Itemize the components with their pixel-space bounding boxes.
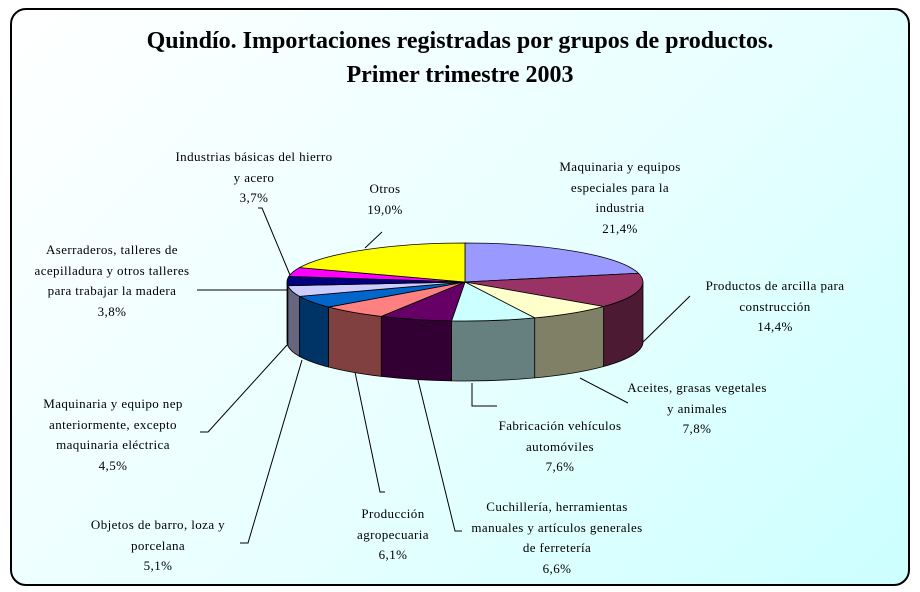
leader-line — [639, 295, 691, 346]
slice-value: 3,8% — [97, 303, 127, 319]
pie-slice — [298, 242, 466, 283]
slice-value: 7,8% — [682, 421, 712, 436]
leader-line — [200, 344, 288, 433]
slice-label: Productos de arcilla para construcción 14… — [688, 276, 863, 338]
pie-slice-side — [286, 281, 289, 346]
slice-label: Aserraderos, talleres de acepilladura y … — [28, 240, 196, 322]
slice-name: Otros — [369, 181, 401, 196]
slice-name: Aceites, grasas vegetales y animales — [627, 380, 767, 416]
slice-label: Maquinaria y equipo nep anteriormente, e… — [21, 394, 206, 476]
slice-name: Maquinaria y equipo nep anteriormente, e… — [43, 396, 183, 452]
leader-line — [354, 371, 385, 493]
slice-label: Producción agropecuaria 6,1% — [333, 504, 453, 566]
leader-lines — [197, 207, 691, 544]
slice-label: Objetos de barro, loza y porcelana 5,1% — [73, 515, 243, 577]
slice-name: Objetos de barro, loza y porcelana — [90, 517, 226, 553]
slice-value: 5,1% — [143, 558, 173, 573]
pie-slice-side — [380, 315, 452, 382]
slice-name: Fabricación vehículos automóviles — [498, 418, 622, 454]
slice-value: 3,7% — [239, 190, 269, 205]
pie-slice-side — [328, 306, 382, 377]
slice-label: Cuchillería, herramientas manuales y art… — [470, 497, 645, 579]
slice-label: Industrias básicas del hierro y acero 3,7… — [174, 147, 334, 209]
slice-value: 21,4% — [602, 220, 638, 236]
pie-slice — [464, 272, 644, 307]
pie-slice-side — [451, 317, 536, 382]
pie-slice — [464, 242, 640, 283]
leader-line — [471, 383, 497, 407]
slice-name: Aserraderos, talleres de acepilladura y … — [34, 242, 190, 298]
pie-slice-side — [287, 285, 300, 358]
slice-name: Cuchillería, herramientas manuales y art… — [471, 499, 643, 555]
slice-value: 4,5% — [98, 457, 128, 473]
slice-label: Maquinaria y equipos especiales para la … — [548, 157, 693, 239]
slice-name: Industrias básicas del hierro y acero — [175, 149, 333, 185]
slice-label: Otros 19,0% — [345, 179, 425, 220]
slice-name: Maquinaria y equipos especiales para la … — [559, 159, 681, 215]
slice-value: 6,1% — [378, 547, 408, 562]
slice-label: Aceites, grasas vegetales y animales 7,8% — [627, 378, 767, 440]
slice-value: 6,6% — [542, 560, 572, 576]
leader-line — [417, 379, 462, 532]
slice-value: 7,6% — [545, 459, 575, 474]
leader-line — [240, 359, 303, 544]
slice-value: 19,0% — [367, 201, 403, 217]
chart-title: Quindío. Importaciones registradas por g… — [146, 28, 774, 88]
slice-name: Productos de arcilla para construcción — [705, 278, 845, 314]
slice-name: Producción agropecuaria — [357, 506, 429, 542]
leader-line — [258, 207, 291, 276]
slice-label: Fabricación vehículos automóviles 7,6% — [485, 416, 635, 478]
leader-line — [579, 377, 629, 404]
pie-slice-side — [299, 295, 329, 368]
slice-value: 14,4% — [757, 319, 793, 334]
leader-line — [364, 231, 383, 249]
